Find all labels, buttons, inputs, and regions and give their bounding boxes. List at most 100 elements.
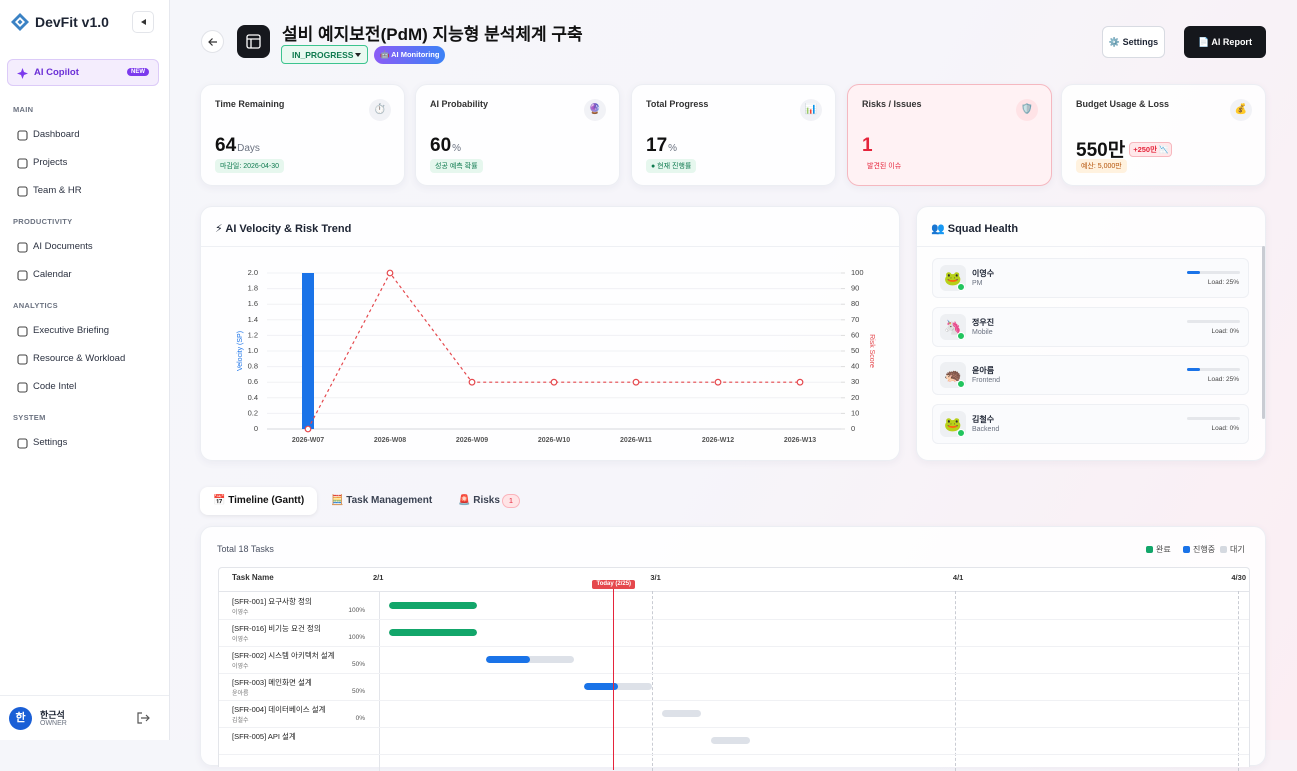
task-bar-progress (583, 683, 619, 690)
load-track (1187, 271, 1240, 274)
y-tick-label: 1.2 (248, 330, 258, 339)
scrollbar[interactable] (1262, 246, 1265, 419)
nav-icon (17, 326, 28, 337)
online-dot (957, 331, 965, 340)
logout-icon[interactable] (137, 712, 150, 724)
row-line (219, 619, 1249, 620)
layout-icon (246, 34, 261, 49)
kpi-unit: % (668, 143, 678, 154)
nav-label: Projects (33, 157, 68, 168)
task-bar (583, 683, 653, 690)
task-bar-progress (486, 656, 531, 663)
legend-swatch (1220, 546, 1227, 553)
icon-shape (17, 354, 28, 365)
tab[interactable]: 🚨 Risks (458, 495, 500, 506)
kpi-note: ● 현재 진행률 (646, 159, 697, 173)
logo (11, 13, 29, 31)
squad-card: 👥 Squad Health 🐸 이영수 PM Load: 25% 🦄 정우진 Mobile… (916, 206, 1266, 461)
divider (201, 246, 899, 247)
section-title: MAIN (13, 105, 34, 114)
date-label: 3/1 (650, 573, 661, 582)
kpi-icon: 🔮 (584, 99, 606, 121)
today-line (613, 580, 615, 770)
divider (917, 246, 1265, 247)
tab[interactable]: 🧮 Task Management (331, 495, 433, 506)
task-owner: 이영수 (232, 610, 249, 616)
row-line (219, 754, 1249, 755)
task-name: [SFR-004] 데이터베이스 설계 (232, 705, 326, 714)
nav-item[interactable]: AI Documents (6, 233, 163, 261)
member-name: 윤아름 (972, 366, 995, 375)
kpi-card: Time Remaining ⏱️ 64Days 마감일: 2026-04-30 (200, 84, 405, 186)
y2-tick-label: 30 (851, 377, 859, 386)
task-owner: 김철수 (232, 718, 249, 724)
section-title: PRODUCTIVITY (13, 217, 73, 226)
load-label: Load: 25% (1207, 279, 1239, 286)
nav-label: Code Intel (33, 381, 77, 392)
nav-item[interactable]: Dashboard (6, 121, 163, 149)
report-button[interactable]: 📄 AI Report (1184, 26, 1266, 58)
risk-point (550, 378, 558, 386)
y-tick-label: 1.8 (248, 284, 258, 293)
nav-item[interactable]: Settings (6, 429, 163, 457)
nav-icon (17, 382, 28, 393)
y2-axis-label: Risk Score (868, 334, 875, 368)
load-label: Load: 0% (1211, 424, 1239, 432)
y-tick-label: 1.4 (248, 315, 258, 324)
risk-point (304, 425, 312, 433)
tab[interactable]: 📅 Timeline (Gantt) (200, 487, 318, 515)
name-column-line (379, 591, 380, 771)
settings-button[interactable]: ⚙️ Settings (1102, 26, 1165, 58)
status-select[interactable]: IN_PROGRESS (281, 45, 368, 64)
y-tick-label: 2.0 (248, 268, 258, 277)
y-tick-label: 0.2 (248, 408, 258, 417)
member-role: PM (972, 280, 983, 287)
nav-icon (17, 186, 28, 197)
nav-item[interactable]: Executive Briefing (6, 317, 163, 345)
chart-title: ⚡ AI Velocity & Risk Trend (215, 223, 352, 235)
status-label: IN_PROGRESS (292, 50, 354, 60)
collapse-button[interactable] (132, 11, 154, 33)
icon-shape (17, 186, 28, 197)
risk-point (468, 378, 476, 386)
bar (302, 273, 314, 429)
nav-item[interactable]: Code Intel (6, 373, 163, 401)
kpi-icon: 📊 (800, 99, 822, 121)
y2-tick-label: 20 (851, 393, 859, 402)
row-line (219, 646, 1249, 647)
kpi-delta: +250만 📉 (1129, 142, 1173, 157)
member-name: 이영수 (972, 269, 995, 278)
load-track (1187, 416, 1240, 420)
copilot-label: AI Copilot (34, 67, 79, 78)
icon-shape (17, 158, 28, 169)
task-bar (388, 602, 477, 609)
copilot-button[interactable]: AI Copilot NEW (7, 59, 159, 86)
y2-tick-label: 0 (851, 424, 855, 433)
nav-item[interactable]: Team & HR (6, 177, 163, 205)
legend-label: 대기 (1230, 545, 1245, 554)
nav-item[interactable]: Resource & Workload (6, 345, 163, 373)
task-progress: 50% (351, 688, 365, 695)
task-name: [SFR-003] 메인화면 설계 (232, 678, 312, 687)
nav-item[interactable]: Calendar (6, 261, 163, 289)
kpi-value: 1 (862, 135, 873, 156)
x-tick-label: 2026-W09 (456, 437, 488, 444)
nav-icon (17, 130, 28, 141)
legend-swatch (1146, 546, 1153, 553)
risk-point (714, 378, 722, 386)
task-name: [SFR-005] API 설계 (232, 732, 296, 741)
task-name: [SFR-002] 시스템 아키텍처 설계 (232, 651, 335, 660)
risk-point (386, 269, 394, 277)
online-dot (957, 428, 965, 437)
nav-item[interactable]: Projects (6, 149, 163, 177)
nav-label: Executive Briefing (33, 325, 110, 336)
y2-tick-label: 80 (851, 299, 859, 308)
date-grid-line (1238, 591, 1239, 771)
kpi-value-row: 550만 +250만 📉 (1076, 135, 1173, 162)
y2-tick-label: 50 (851, 346, 859, 355)
back-button[interactable] (201, 30, 224, 53)
kpi-icon: 🛡️ (1016, 99, 1038, 121)
online-dot (957, 380, 965, 388)
kpi-value: 550만 (1076, 140, 1126, 161)
